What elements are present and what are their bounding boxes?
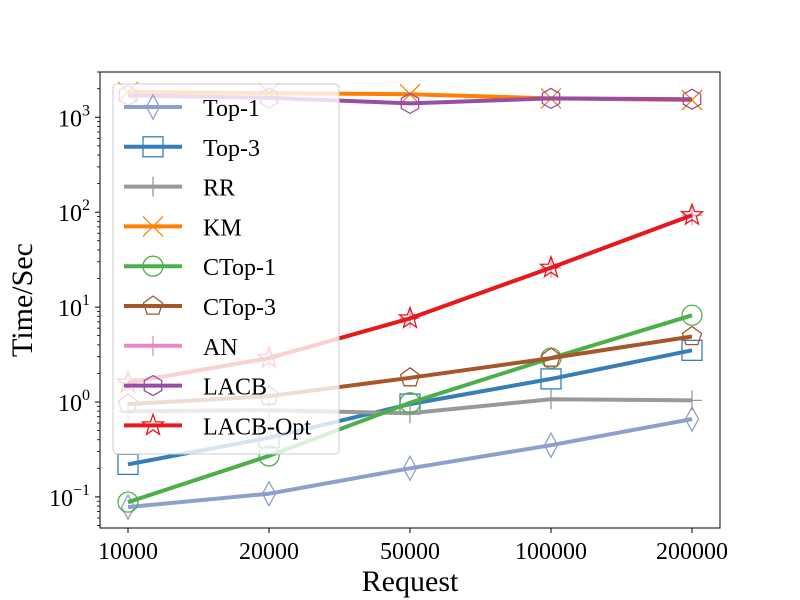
x-tick-label: 200000 [656,539,728,565]
y-axis: 10−1 100 101 102 103 [49,71,100,526]
y-axis-label: Time/Sec [6,243,39,357]
data-point [538,254,564,279]
data-point [402,454,418,482]
legend-label: CTop-3 [203,295,276,321]
data-point [399,83,421,105]
data-point [399,366,421,387]
data-point [261,480,277,508]
legend-marker [143,176,163,197]
legend-label: CTop-1 [203,255,276,281]
legend-marker [143,335,163,356]
data-point [681,339,703,361]
data-point [681,325,703,346]
legend-label: KM [203,215,242,241]
legend-entry: Top-1 [124,93,260,122]
legend: Top-1 Top-3 RR KM CTop-1 CTop-3 AN LACB LACB-Opt [112,83,340,455]
data-point [679,202,705,226]
data-point [682,390,702,411]
data-point [120,493,136,521]
legend-marker [142,255,164,277]
data-point [397,305,423,329]
legend-box [112,83,340,455]
legend-entry: CTop-1 [124,255,276,281]
legend-label: LACB [203,375,267,401]
series-layer [115,81,705,521]
x-tick-label: 100000 [515,539,587,565]
series-line [127,313,693,505]
data-point [117,491,139,513]
x-axis: 10000 20000 50000 100000 200000 [98,528,728,565]
data-point [681,304,703,326]
legend-label: AN [203,335,238,361]
legend-entry: RR [124,176,235,202]
x-tick-label: 10000 [98,539,158,565]
legend-marker [143,374,163,397]
legend-marker [145,93,161,121]
legend-marker [142,295,164,315]
data-point [541,87,561,110]
legend-marker [142,215,164,237]
legend-marker [140,412,166,436]
legend-entry: KM [124,215,242,241]
data-point [399,392,421,414]
data-point [540,368,562,390]
y-tick-label: 103 [58,102,90,132]
legend-entry: Top-3 [124,136,260,162]
y-tick-label: 101 [58,292,90,322]
data-point [543,431,559,459]
legend-marker [142,136,164,158]
legend-label: LACB-Opt [203,414,311,440]
y-tick-label: 100 [58,387,90,417]
data-point [400,92,420,115]
legend-label: RR [203,176,235,202]
series-line [127,417,693,510]
x-tick-label: 50000 [380,539,440,565]
legend-entry: AN [124,335,238,361]
legend-entry: LACB-Opt [124,412,311,440]
y-tick-label: 10−1 [49,482,90,512]
legend-label: Top-1 [203,96,260,122]
legend-label: Top-3 [203,136,260,162]
y-tick-label: 102 [58,197,90,227]
x-tick-label: 20000 [239,539,299,565]
data-point [541,389,561,410]
x-axis-label: Request [362,565,459,598]
legend-entry: LACB [124,375,267,401]
legend-entry: CTop-3 [124,295,276,321]
data-point [540,347,562,367]
data-point [684,405,700,433]
series-top-1 [120,405,700,521]
data-point [682,88,702,110]
